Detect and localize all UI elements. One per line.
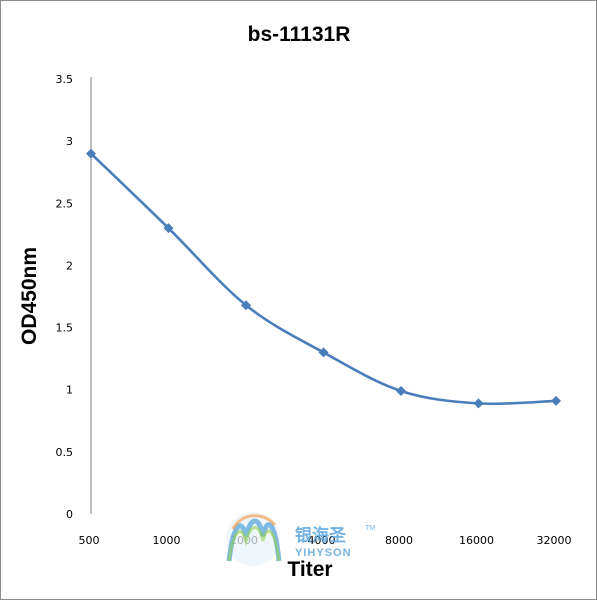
y-tick-label: 2.5 xyxy=(56,197,74,210)
data-point-32000 xyxy=(551,395,561,406)
data-point-500 xyxy=(86,148,96,159)
chart-title: bs-11131R xyxy=(248,23,351,46)
y-tick-label: 2 xyxy=(66,259,73,272)
watermark-cn-text: 银海圣 xyxy=(295,525,347,546)
data-point-2000 xyxy=(241,300,251,311)
y-axis-label: OD450nm xyxy=(18,247,41,345)
series-markers xyxy=(86,148,561,409)
y-tick-label: 3.5 xyxy=(56,73,74,86)
series-line xyxy=(90,152,557,406)
x-axis-label: Titer xyxy=(287,558,332,581)
y-tick-label: 0.5 xyxy=(56,446,74,459)
data-point-4000 xyxy=(318,347,329,358)
watermark-en-text: YIHYSON xyxy=(295,547,352,559)
x-tick-label: 4000 xyxy=(308,534,336,547)
y-tick-labels: 0 0.5 1 1.5 2 2.5 3 3.5 xyxy=(56,73,74,521)
yihyson-watermark: 银海圣 TM YIHYSON xyxy=(226,512,375,566)
x-tick-label: 1000 xyxy=(153,534,181,547)
x-tick-label: 16000 xyxy=(459,534,494,547)
y-tick-label: 1 xyxy=(66,384,73,397)
data-point-8000 xyxy=(396,385,406,396)
y-tick-label: 0 xyxy=(66,508,73,521)
watermark-tm-text: TM xyxy=(365,525,375,532)
y-tick-label: 3 xyxy=(66,135,73,148)
y-tick-label: 1.5 xyxy=(56,322,74,335)
x-tick-label: 500 xyxy=(79,534,100,547)
data-point-1000 xyxy=(163,223,174,234)
x-tick-label: 8000 xyxy=(385,534,413,547)
x-tick-label: 32000 xyxy=(537,534,572,547)
yihyson-logo-icon xyxy=(226,512,282,566)
data-point-16000 xyxy=(473,398,484,409)
